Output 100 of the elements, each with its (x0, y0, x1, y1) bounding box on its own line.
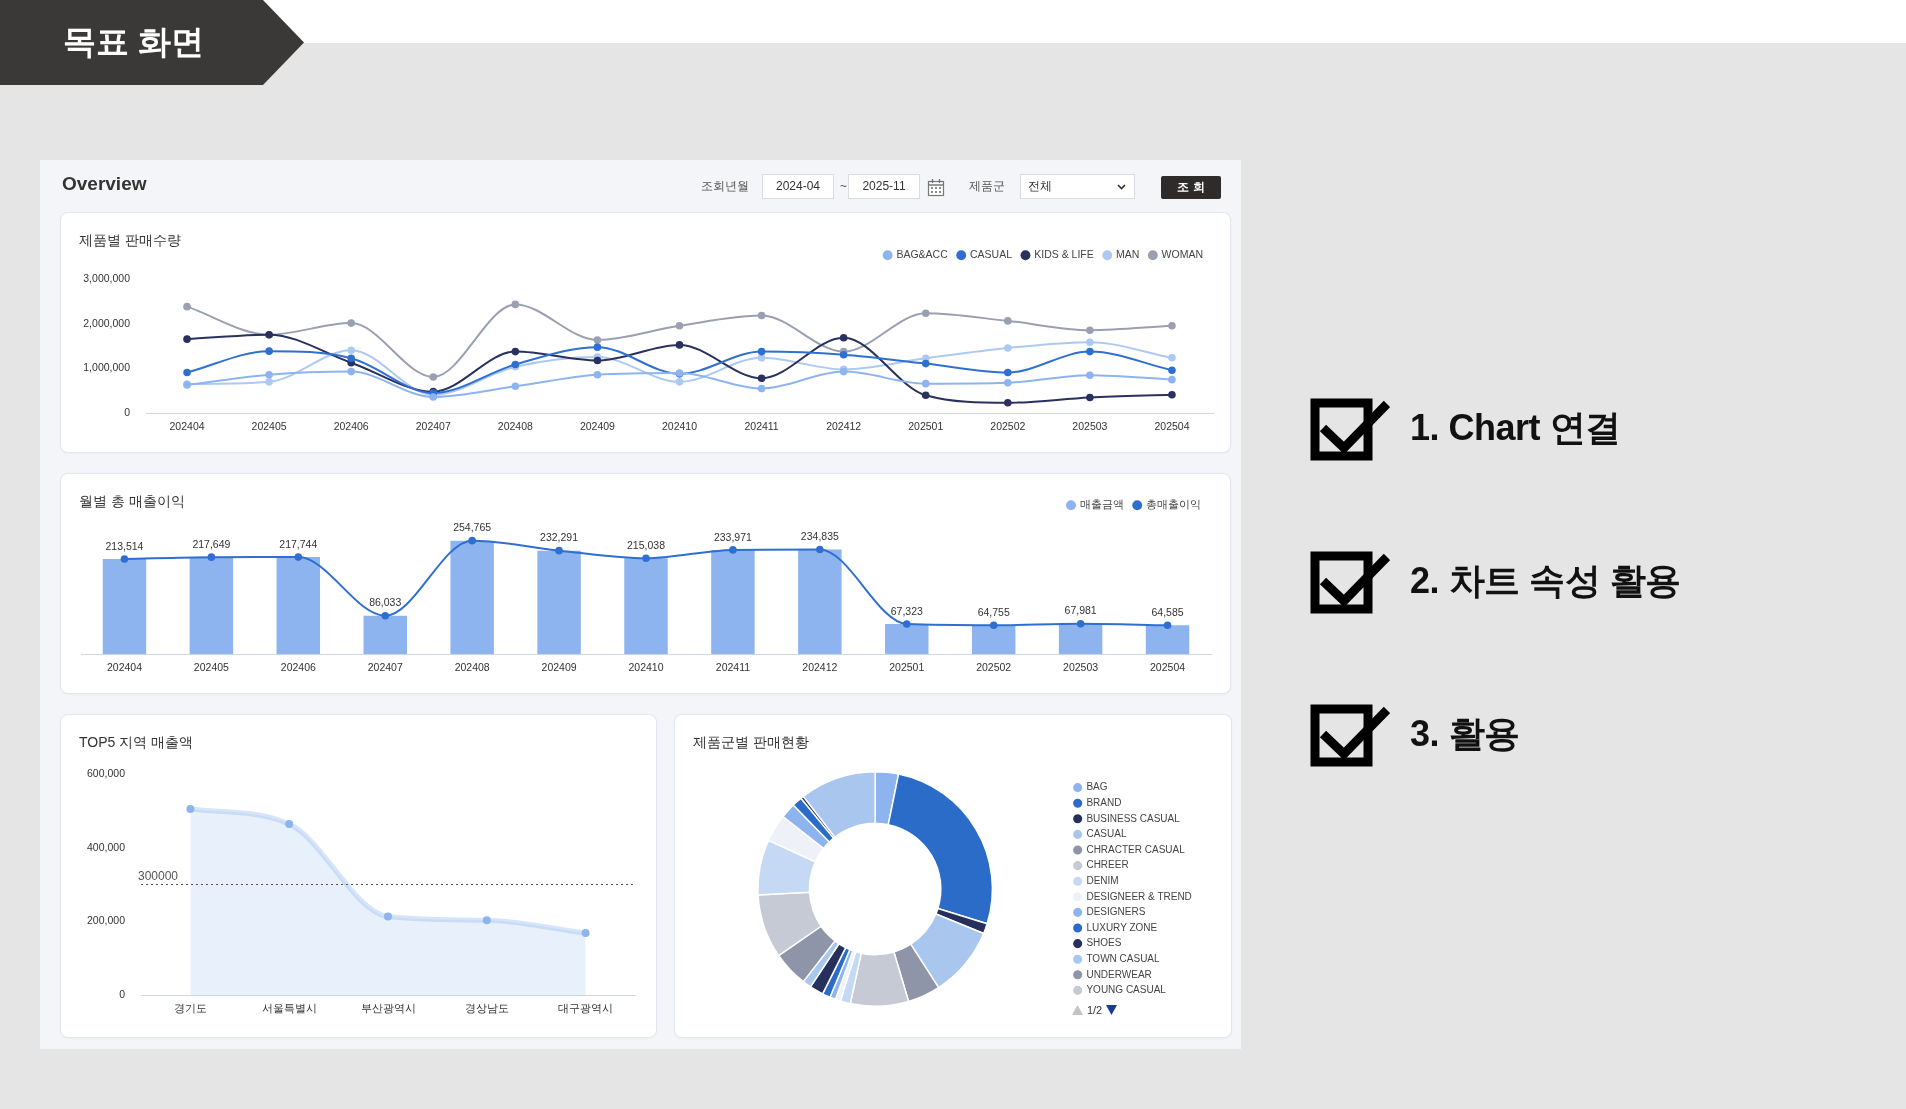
legend-label: BAG&ACC (896, 248, 949, 261)
bar (711, 549, 755, 654)
bar (624, 558, 668, 654)
point (1086, 338, 1094, 347)
point (757, 354, 766, 362)
bar (1145, 625, 1190, 654)
x-tick-label: 202405 (193, 661, 230, 674)
point (757, 347, 766, 356)
x-tick-label: 202405 (251, 420, 287, 433)
point (729, 546, 737, 554)
x-tick-label: 202407 (415, 420, 451, 433)
point (1168, 354, 1176, 362)
legend-label: CHREER (1086, 859, 1129, 871)
x-tick-label: 202406 (280, 661, 316, 674)
data-label: 215,038 (627, 538, 666, 551)
bar (971, 625, 1016, 654)
x-tick-label: 202404 (106, 661, 143, 674)
x-tick-label: 202411 (744, 420, 779, 433)
legend-label: TOWN CASUAL (1086, 952, 1161, 964)
x-tick-label: 202412 (802, 661, 838, 674)
point (1004, 378, 1012, 387)
point (1168, 375, 1176, 384)
point (675, 321, 684, 330)
point (429, 373, 438, 381)
point (642, 554, 650, 563)
text: Overview (62, 172, 147, 196)
text: ~ (840, 178, 848, 195)
data-label: 67,323 (890, 604, 923, 617)
bar (363, 615, 407, 654)
legend-label: LUXURY ZONE (1086, 921, 1158, 933)
point (482, 916, 491, 925)
point (265, 370, 273, 379)
chart-title: 제품군별 판매현황 (693, 733, 809, 752)
x-tick-label: 202501 (908, 420, 944, 433)
point (183, 368, 191, 377)
point (1163, 621, 1172, 630)
point (1168, 366, 1176, 375)
data-label: 213,514 (105, 539, 144, 552)
text: 제품군 (969, 178, 1005, 195)
legend-label: DESIGNERS (1086, 906, 1146, 918)
text: 1/2 (1086, 1003, 1103, 1018)
bar (1058, 623, 1103, 654)
x-tick-label: 경기도 (173, 1002, 207, 1015)
point (581, 929, 590, 938)
text: 2. 차트 속성 활용 (1410, 559, 1681, 603)
x-tick-label: 202406 (333, 420, 369, 433)
point (1086, 347, 1094, 356)
legend-label: MAN (1116, 248, 1140, 261)
x-tick-label: 202409 (579, 420, 616, 433)
text: 3. 활용 (1410, 712, 1520, 756)
point (921, 391, 930, 399)
legend-label: WOMAN (1161, 248, 1204, 261)
chart-title: 제품별 판매수량 (79, 231, 181, 250)
data-label: 64,585 (1151, 605, 1184, 618)
point (1004, 317, 1012, 325)
point (381, 611, 390, 620)
legend-label: CHRACTER CASUAL (1086, 843, 1186, 855)
data-label: 67,981 (1064, 604, 1097, 617)
bar (450, 540, 494, 654)
x-tick-label: 202412 (826, 420, 862, 433)
bar (276, 557, 321, 654)
legend-label: YOUNG CASUAL (1086, 984, 1167, 996)
y-tick-label: 3,000,000 (83, 272, 131, 285)
date-input: 2024-04 (762, 174, 834, 199)
chart-title: TOP5 지역 매출액 (79, 733, 194, 752)
point (921, 359, 930, 368)
point (675, 341, 684, 349)
point (1086, 371, 1094, 379)
point (593, 356, 602, 365)
point (816, 545, 824, 554)
data-label: 64,755 (977, 605, 1010, 618)
x-tick-label: 202411 (715, 661, 751, 674)
point (347, 346, 355, 355)
y-tick-label: 2,000,000 (83, 316, 131, 329)
legend-label: BUSINESS CASUAL (1086, 812, 1181, 824)
point (757, 311, 766, 320)
legend-label: BRAND (1086, 796, 1122, 808)
x-tick-label: 202504 (1150, 661, 1186, 674)
point (511, 300, 520, 309)
point (593, 336, 602, 344)
point (1076, 619, 1085, 628)
point (186, 804, 195, 813)
point (1004, 368, 1012, 377)
x-tick-label: 202502 (990, 420, 1026, 433)
point (555, 546, 563, 555)
legend-label: 총매출이익 (1146, 498, 1201, 511)
y-tick-label: 0 (119, 987, 126, 1000)
data-label: 86,033 (369, 596, 402, 609)
y-tick-label: 1,000,000 (83, 361, 131, 374)
legend-label: BAG (1086, 781, 1108, 793)
ref-line-label: 300000 (138, 868, 179, 883)
legend-label: CASUAL (1086, 828, 1127, 840)
point (294, 553, 303, 561)
x-tick-label: 대구광역시 (558, 1002, 614, 1015)
x-tick-label: 202503 (1063, 661, 1099, 674)
bar (798, 549, 842, 654)
point (183, 335, 191, 343)
text: 조회년월 (701, 178, 749, 195)
point (1086, 393, 1094, 402)
data-label: 217,649 (192, 537, 231, 550)
